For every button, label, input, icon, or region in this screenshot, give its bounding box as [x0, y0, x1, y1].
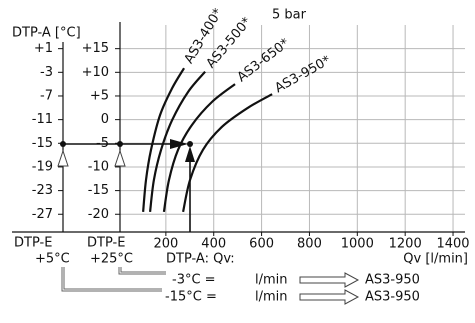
arrowhead — [170, 139, 188, 149]
dot — [117, 141, 123, 147]
bracket — [119, 267, 166, 274]
y2-tick-label: -20 — [88, 207, 109, 222]
y-tick-label: +1 — [34, 41, 53, 56]
y2-tick-label: 0 — [101, 112, 109, 127]
annotation: AS3-950 — [365, 273, 420, 288]
curve — [182, 93, 273, 213]
curve — [142, 67, 185, 212]
y-tick-label: -27 — [32, 207, 53, 222]
example-reading — [57, 139, 360, 305]
annotation: -3°C = — [172, 273, 216, 288]
y2-tick-label: -10 — [88, 159, 109, 174]
bracket — [62, 267, 162, 291]
x-tick-label: 800 — [297, 237, 322, 252]
annotation: l/min — [255, 273, 288, 288]
annotation: DTP-A: Qv: — [166, 252, 235, 267]
dot — [187, 141, 193, 147]
annotation: +5°C — [35, 252, 70, 267]
curve — [162, 83, 236, 213]
annotation: AS3-950 — [365, 290, 420, 305]
y-tick-label: -19 — [32, 159, 53, 174]
x-axis-label: Qv [l/min] — [403, 252, 468, 267]
annotation: DTP-E — [14, 236, 52, 251]
y-axis-label: DTP-A [°C] — [12, 26, 81, 41]
x-tick-label: 1200 — [389, 237, 422, 252]
hollow-arrow — [299, 272, 360, 288]
y2-tick-label: +5 — [90, 88, 109, 103]
x-tick-label: 200 — [153, 237, 178, 252]
annotation: -15°C = — [165, 290, 217, 305]
annotation: DTP-E — [87, 236, 125, 251]
y2-tick-label: +10 — [82, 65, 109, 80]
annotation: +25°C — [90, 252, 133, 267]
hollow-arrow — [299, 289, 360, 305]
x-tick-label: 600 — [249, 237, 274, 252]
x-tick-label: 1000 — [341, 237, 374, 252]
plot — [142, 67, 273, 213]
legend-label: AS3-950* — [273, 53, 334, 96]
dot — [60, 141, 66, 147]
y-tick-label: -3 — [40, 65, 53, 80]
chart-title: 5 bar — [272, 8, 307, 23]
y2-tick-label: -5 — [96, 136, 109, 151]
y-tick-label: -15 — [32, 136, 53, 151]
bracket — [61, 267, 162, 292]
y2-tick-label: +15 — [82, 41, 109, 56]
bracket — [118, 267, 166, 275]
annotation: l/min — [255, 290, 288, 305]
y-tick-label: -11 — [32, 112, 53, 127]
curve — [148, 71, 206, 213]
y-tick-label: -23 — [32, 183, 53, 198]
grid — [58, 25, 465, 236]
y2-tick-label: -15 — [88, 183, 109, 198]
hollow-arrow — [57, 149, 69, 167]
y-tick-label: -7 — [40, 88, 53, 103]
arrowhead — [185, 146, 195, 162]
x-tick-label: 400 — [201, 237, 226, 252]
hollow-arrow — [114, 149, 126, 167]
x-tick-label: 1400 — [436, 237, 469, 252]
